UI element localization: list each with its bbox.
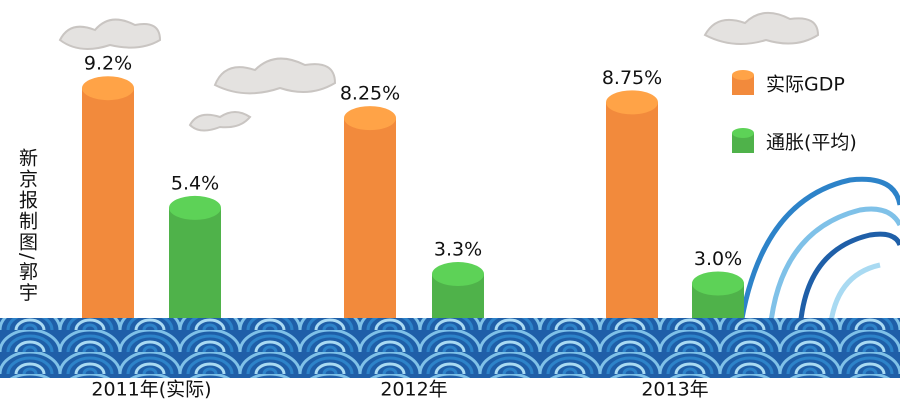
value-label: 5.4% xyxy=(171,172,219,194)
value-label: 3.3% xyxy=(434,239,482,261)
x-tick-label: 2011年(实际) xyxy=(91,379,211,401)
legend-swatch-cap xyxy=(732,70,754,80)
chart: 2011年(实际) 2012年 2013年 9.2% 8.25% 8.75% 实际GDP 5.… xyxy=(0,0,900,402)
waves xyxy=(0,318,900,378)
page: 2011年(实际) 2012年 2013年 9.2% 8.25% 8.75% 实际GDP 5.… xyxy=(0,0,900,402)
bar-cap xyxy=(82,76,134,100)
value-label: 9.2% xyxy=(84,53,132,75)
value-label: 8.25% xyxy=(340,83,400,105)
value-label: 8.75% xyxy=(602,67,662,89)
credit: 新京报制图/郭宇 xyxy=(14,148,41,303)
bar-cap xyxy=(432,262,484,286)
bar-cap xyxy=(692,272,744,296)
bar-cap xyxy=(169,196,221,220)
legend-label: 通胀(平均) xyxy=(766,132,857,154)
clouds xyxy=(60,13,818,131)
legend-label: 实际GDP xyxy=(766,74,845,96)
x-tick-label: 2012年 xyxy=(380,379,447,401)
value-label: 3.0% xyxy=(694,248,742,270)
bar-cap xyxy=(344,106,396,130)
x-tick-label: 2013年 xyxy=(641,379,708,401)
bar-cap xyxy=(606,90,658,114)
legend-swatch-cap xyxy=(732,128,754,138)
big-wave xyxy=(740,179,900,330)
